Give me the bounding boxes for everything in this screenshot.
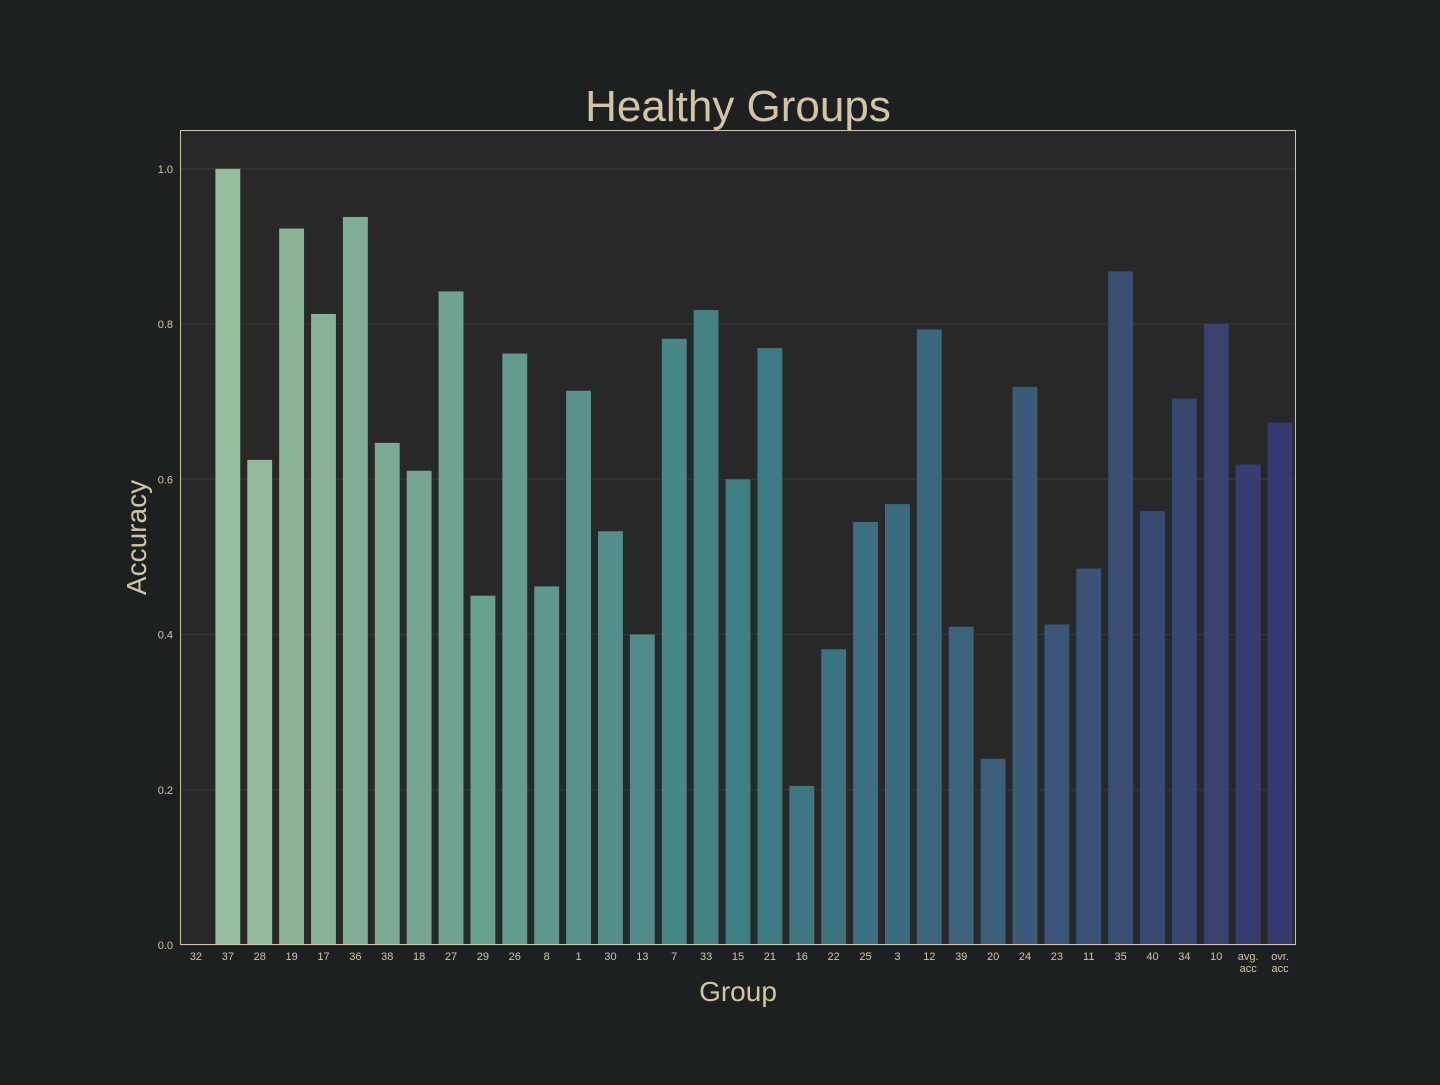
bar (1044, 624, 1070, 945)
x-tick-label: 22 (828, 951, 840, 963)
bar (916, 329, 942, 945)
x-tick-label: 40 (1146, 951, 1158, 963)
bar (1076, 568, 1102, 945)
x-tick-label: 3 (894, 951, 900, 963)
x-tick-label: 15 (732, 951, 744, 963)
y-axis-ticks: 0.0 0.2 0.4 0.6 0.8 1.0 (158, 164, 173, 952)
x-tick-label: 8 (544, 951, 550, 963)
bar (661, 338, 687, 945)
x-tick-label: 12 (923, 951, 935, 963)
y-tick-label: 1.0 (158, 164, 173, 176)
bar (725, 479, 751, 945)
x-tick-label: 33 (700, 951, 712, 963)
y-tick-label: 0.0 (158, 940, 173, 952)
bar (1235, 464, 1261, 945)
x-tick-label: 36 (349, 951, 361, 963)
bar (247, 459, 273, 945)
x-tick-label: 26 (509, 951, 521, 963)
bar (598, 531, 623, 945)
plot-frame (180, 130, 1296, 945)
x-tick-label: 27 (445, 951, 457, 963)
x-tick-label: 37 (222, 951, 234, 963)
x-tick-label: 23 (1051, 951, 1063, 963)
bar (948, 626, 974, 945)
x-tick-label: 29 (477, 951, 489, 963)
y-tick-label: 0.2 (158, 785, 173, 797)
y-tick-label: 0.4 (158, 630, 173, 642)
bar (438, 291, 464, 945)
bar (1203, 324, 1229, 945)
x-tick-label: 19 (285, 951, 297, 963)
bar (342, 216, 368, 945)
x-tick-label: 1 (576, 951, 582, 963)
x-tick-label: avg. acc (1238, 951, 1259, 975)
x-tick-label: 17 (317, 951, 329, 963)
bar (374, 442, 400, 945)
x-tick-label: 7 (671, 951, 677, 963)
bar (1267, 422, 1293, 946)
x-axis-ticks: 32 37 28 19 17 36 38 18 27 29 26 8 1 30 13 7 33 15 21 16 22 2… (190, 951, 1289, 975)
bar (757, 348, 783, 946)
bar (980, 758, 1006, 945)
bar (566, 390, 592, 945)
x-tick-label: 21 (764, 951, 776, 963)
x-tick-label: 34 (1178, 951, 1190, 963)
bar (821, 649, 847, 945)
x-tick-label: 24 (1019, 951, 1031, 963)
bar (1012, 386, 1038, 945)
bar (884, 504, 910, 945)
bar (279, 228, 305, 946)
bar (502, 353, 528, 945)
x-tick-label: 20 (987, 951, 999, 963)
y-tick-label: 0.6 (158, 474, 173, 486)
x-tick-label: ovr. acc (1271, 951, 1289, 975)
x-tick-label: 32 (190, 951, 202, 963)
x-tick-label: 25 (859, 951, 871, 963)
bar (693, 310, 719, 946)
bar (1171, 398, 1197, 945)
x-tick-label: 10 (1210, 951, 1222, 963)
x-tick-label: 38 (381, 951, 393, 963)
x-tick-label: 39 (955, 951, 967, 963)
bar (629, 634, 655, 945)
bar (1140, 511, 1165, 945)
bar (311, 313, 336, 945)
bar (534, 586, 560, 945)
y-tick-label: 0.8 (158, 319, 173, 331)
x-tick-label: 13 (636, 951, 648, 963)
x-axis-label: Group (699, 976, 777, 1007)
chart-title: Healthy Groups (585, 82, 891, 131)
bar (1108, 271, 1134, 945)
x-tick-label: 28 (254, 951, 266, 963)
bar (470, 595, 496, 945)
x-tick-label: 18 (413, 951, 425, 963)
x-tick-label: 30 (604, 951, 616, 963)
y-axis-label: Accuracy (121, 480, 152, 595)
bar (406, 470, 432, 945)
bars (215, 168, 1293, 946)
x-tick-label: 16 (796, 951, 808, 963)
x-tick-label: 35 (1115, 951, 1127, 963)
x-tick-label: 11 (1083, 951, 1094, 963)
bar (853, 521, 878, 945)
bar (789, 785, 815, 945)
bar (215, 168, 241, 946)
